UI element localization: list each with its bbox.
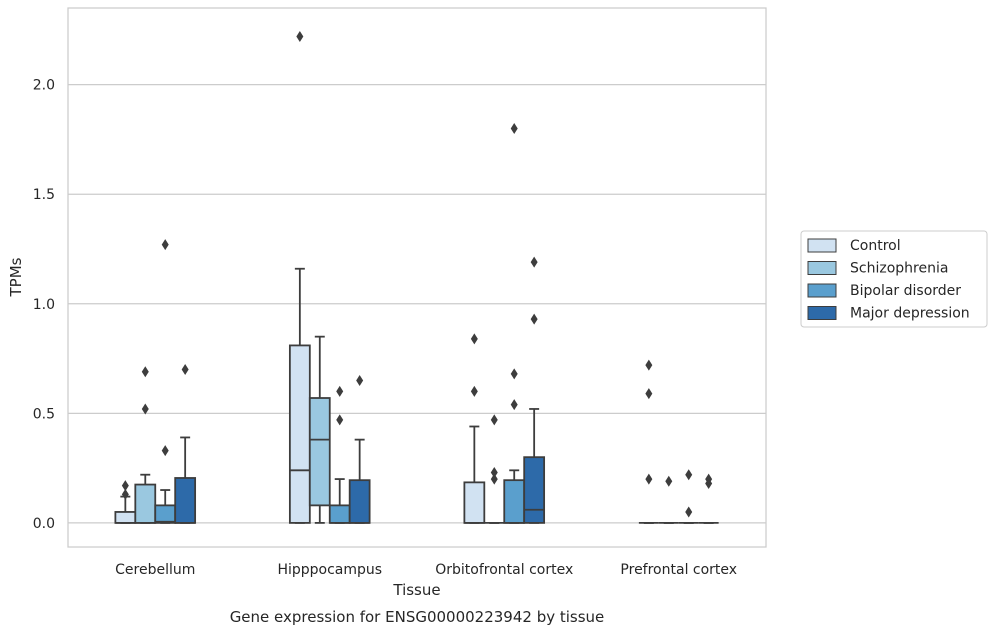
box-body [328,504,351,524]
y-tick-label: 0.5 [33,406,55,422]
box-body [288,344,311,524]
box-3-1 [658,475,679,524]
outlier-point [161,445,169,457]
y-tick-label: 1.5 [33,187,55,203]
legend-frame [800,230,988,328]
box-body [134,483,157,524]
legend-swatch [807,283,837,298]
box-body [174,477,197,524]
legend-label: Major depression [850,306,970,322]
outlier-point [530,256,538,268]
box-3-0 [638,359,659,524]
legend-swatch [807,238,837,253]
outlier-point [490,473,498,485]
x-axis-label: Tissue [392,581,440,599]
outlier-point [141,403,149,415]
box-3-3 [698,473,719,524]
box-body [308,397,331,507]
outlier-point [510,123,518,135]
outlier-point [685,469,693,481]
outlier-point [510,399,518,411]
box-2-3 [523,256,546,524]
box-3-2 [678,469,699,524]
legend-label: Control [850,238,901,254]
y-tick-label: 0.0 [33,516,55,532]
box-body [154,504,177,524]
x-tick-label: Cerebellum [115,562,195,578]
outlier-point [121,488,129,500]
box-1-3 [348,374,371,524]
box-1-1 [308,335,331,524]
box-body [463,481,486,524]
outlier-point [490,467,498,479]
y-axis-label: TPMs [7,257,25,297]
outlier-point [181,364,189,376]
outlier-point [530,313,538,325]
outlier-point [470,385,478,397]
outlier-point [665,475,673,487]
box-body [503,479,526,524]
outlier-point [705,473,713,485]
box-body [348,479,371,524]
legend-label: Schizophrenia [850,261,948,277]
outlier-point [470,333,478,345]
box-2-1 [484,414,505,524]
tick-labels: 0.0 0.5 1.0 1.5 2.0 Cerebellum Hipppocampus Orb… [33,78,737,578]
legend-swatch [807,261,837,275]
x-tick-label: Prefrontal cortex [620,562,737,578]
outlier-point [510,368,518,380]
outlier-point [336,385,344,397]
boxes [114,30,719,524]
outlier-point [161,239,169,251]
outlier-point [356,374,364,386]
box-1-0 [288,30,311,524]
x-tick-label: Orbitofrontal cortex [435,562,573,578]
box-0-0 [114,480,137,524]
y-tick-label: 1.0 [33,297,55,313]
y-tick-label: 2.0 [33,78,55,94]
chart-caption: Gene expression for ENSG00000223942 by t… [230,608,605,626]
box-body [523,456,546,524]
legend-label: Bipolar disorder [850,283,961,299]
box-0-1 [134,366,157,524]
outlier-point [645,388,653,400]
box-2-0 [463,333,486,524]
legend-swatch [807,306,837,320]
outlier-point [645,359,653,371]
outlier-point [645,473,653,485]
outlier-point [685,506,693,518]
outlier-point [296,30,304,42]
outlier-point [121,480,129,492]
plot-frame [67,7,767,548]
x-tick-label: Hipppocampus [277,562,382,578]
outlier-point [490,414,498,426]
outlier-point [141,366,149,378]
outlier-point [336,414,344,426]
plot-area [68,8,766,547]
box-0-3 [174,364,197,524]
legend: Control Schizophrenia Bipolar disorder Majo… [800,230,988,328]
box-body [114,511,137,524]
